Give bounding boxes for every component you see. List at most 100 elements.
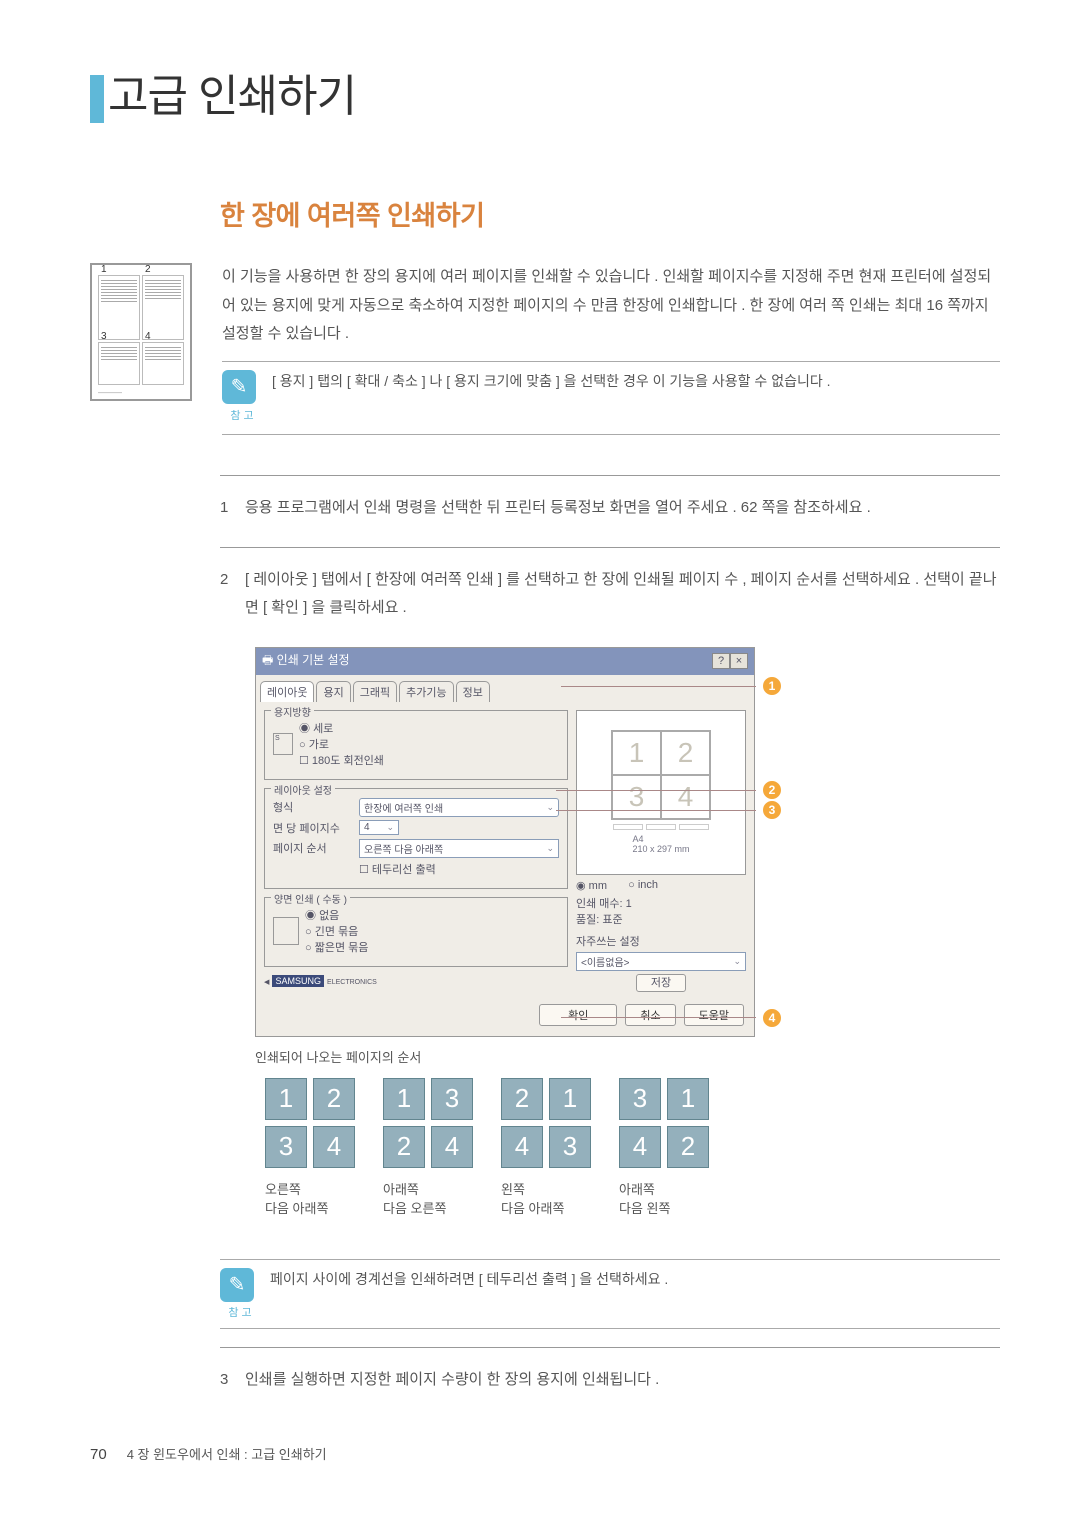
border-checkbox[interactable]: 테두리선 출력	[359, 861, 436, 877]
note-text: 페이지 사이에 경계선을 인쇄하려면 [ 테두리선 출력 ] 을 선택하세요 .	[260, 1268, 668, 1320]
step-number: 2	[220, 566, 245, 623]
thumb-cell-num: 1	[101, 264, 107, 275]
favorites-label: 자주쓰는 설정	[576, 933, 746, 949]
intro-paragraph: 이 기능을 사용하면 한 장의 용지에 여러 페이지를 인쇄할 수 있습니다 .…	[222, 263, 1000, 349]
step-text: 응용 프로그램에서 인쇄 명령을 선택한 뒤 프린터 등록정보 화면을 열어 주…	[245, 494, 871, 523]
callout-3: 3	[762, 800, 782, 820]
dialog-title: 인쇄 기본 설정	[277, 653, 350, 667]
portrait-radio[interactable]: 세로	[299, 720, 384, 736]
chevron-down-icon: ⌄	[546, 843, 554, 854]
chevron-down-icon: ⌄	[386, 822, 394, 833]
group-title: 양면 인쇄 ( 수동 )	[271, 891, 350, 906]
tab-layout[interactable]: 레이아웃	[260, 681, 314, 702]
orientation-group: 용지방향 S 세로 가로 180도 회전인쇄	[264, 710, 568, 780]
thumb-cell-num: 3	[101, 331, 107, 342]
preview-pane: 1 2 3 4 A4210 x 297 mm	[576, 710, 746, 875]
rotate180-checkbox[interactable]: 180도 회전인쇄	[299, 752, 384, 768]
order-cell: 2	[383, 1126, 425, 1168]
print-dialog-screenshot: 🖶 인쇄 기본 설정 ? × 레이아웃 용지 그래픽 추가기능 정보 용지방향 …	[255, 647, 755, 1037]
section-title: 한 장에 여러쪽 인쇄하기	[220, 194, 1000, 233]
tab-info[interactable]: 정보	[456, 681, 490, 702]
duplex-long-radio[interactable]: 긴면 묶음	[305, 923, 368, 939]
tab-graphic[interactable]: 그래픽	[353, 681, 397, 702]
step-2: 2 [ 레이아웃 ] 탭에서 [ 한장에 여러쪽 인쇄 ] 를 선택하고 한 장…	[220, 547, 1000, 623]
step-number: 3	[220, 1366, 245, 1395]
layout-settings-group: 레이아웃 설정 형식 한장에 여러쪽 인쇄⌄ 면 당 페이지수 4⌄ 페이지 순…	[264, 788, 568, 889]
order-cell: 4	[431, 1126, 473, 1168]
quality-label: 품질: 표준	[576, 911, 746, 927]
chevron-down-icon: ⌄	[546, 802, 554, 813]
duplex-none-radio[interactable]: 없음	[305, 907, 368, 923]
order-caption: 인쇄되어 나오는 페이지의 순서	[255, 1047, 1000, 1066]
orientation-icon: S	[273, 733, 293, 755]
pages-label: 면 당 페이지수	[273, 820, 353, 836]
note-label: 참 고	[222, 406, 262, 427]
order-cell: 3	[619, 1078, 661, 1120]
preview-page: 4	[661, 775, 710, 819]
note-box: ✎ 참 고 [ 용지 ] 탭의 [ 확대 / 축소 ] 나 [ 용지 크기에 맞…	[222, 361, 1000, 436]
unit-mm-radio[interactable]: mm	[576, 879, 607, 892]
favorites-select[interactable]: <이름없음>⌄	[576, 952, 746, 971]
brand-logo-sub: ELECTRONICS	[327, 979, 377, 986]
tabs-row: 레이아웃 용지 그래픽 추가기능 정보	[256, 675, 754, 702]
group-title: 레이아웃 설정	[271, 782, 335, 797]
help-button[interactable]: ?	[712, 653, 730, 669]
thumb-cell-num: 4	[145, 331, 151, 342]
page-number: 70	[90, 1446, 107, 1463]
page-footer: 70 4 장 윈도우에서 인쇄 : 고급 인쇄하기	[90, 1444, 1000, 1463]
ok-button[interactable]: 확인	[539, 1004, 617, 1026]
note-icon: ✎	[222, 370, 256, 404]
order-cell: 4	[501, 1126, 543, 1168]
footer-text: 4 장 윈도우에서 인쇄 : 고급 인쇄하기	[127, 1444, 327, 1463]
type-select[interactable]: 한장에 여러쪽 인쇄⌄	[359, 798, 559, 817]
pages-select[interactable]: 4⌄	[359, 820, 399, 835]
order-cell: 2	[501, 1078, 543, 1120]
order-select[interactable]: 오른쪽 다음 아래쪽⌄	[359, 839, 559, 858]
printer-icon: 🖶	[262, 653, 277, 667]
step-text: 인쇄를 실행하면 지정한 페이지 수량이 한 장의 용지에 인쇄됩니다 .	[245, 1366, 659, 1395]
order-cell: 1	[265, 1078, 307, 1120]
tab-paper[interactable]: 용지	[316, 681, 350, 702]
cancel-button[interactable]: 취소	[625, 1004, 675, 1026]
order-item: 1 3 2 4 아래쪽다음 오른쪽	[383, 1078, 473, 1219]
note-label: 참 고	[220, 1304, 260, 1320]
step-text: [ 레이아웃 ] 탭에서 [ 한장에 여러쪽 인쇄 ] 를 선택하고 한 장에 …	[245, 566, 1000, 623]
unit-inch-radio[interactable]: inch	[628, 879, 658, 891]
preview-page: 1	[612, 731, 661, 775]
dialog-titlebar: 🖶 인쇄 기본 설정 ? ×	[256, 648, 754, 675]
order-item: 1 2 3 4 오른쪽다음 아래쪽	[265, 1078, 355, 1219]
title-accent-bar	[90, 75, 104, 123]
thumbnail-4up: 1 2 3 4 ———	[90, 263, 192, 401]
callout-4: 4	[762, 1008, 782, 1028]
preview-page: 2	[661, 731, 710, 775]
landscape-radio[interactable]: 가로	[299, 736, 384, 752]
tab-extra[interactable]: 추가기능	[399, 681, 453, 702]
thumb-brand: ———	[98, 388, 122, 397]
callout-2: 2	[762, 780, 782, 800]
note-text: [ 용지 ] 탭의 [ 확대 / 축소 ] 나 [ 용지 크기에 맞춤 ] 을 …	[262, 370, 831, 427]
note-icon: ✎	[220, 1268, 254, 1302]
thumb-cell-num: 2	[145, 264, 151, 275]
order-cell: 2	[667, 1126, 709, 1168]
order-cell: 4	[619, 1126, 661, 1168]
order-cell: 1	[667, 1078, 709, 1120]
order-cell: 1	[549, 1078, 591, 1120]
help-button2[interactable]: 도움말	[684, 1004, 744, 1026]
note-box-2: ✎ 참 고 페이지 사이에 경계선을 인쇄하려면 [ 테두리선 출력 ] 을 선…	[220, 1259, 1000, 1329]
close-button[interactable]: ×	[730, 653, 748, 669]
save-button[interactable]: 저장	[636, 974, 686, 992]
order-cell: 1	[383, 1078, 425, 1120]
order-cell: 3	[549, 1126, 591, 1168]
chevron-down-icon: ⌄	[733, 956, 741, 967]
duplex-group: 양면 인쇄 ( 수동 ) 없음 긴면 묶음 짧은면 묶음	[264, 897, 568, 967]
order-cell: 2	[313, 1078, 355, 1120]
duplex-short-radio[interactable]: 짧은면 묶음	[305, 939, 368, 955]
main-title-text: 고급 인쇄하기	[108, 72, 356, 121]
step-1: 1 응용 프로그램에서 인쇄 명령을 선택한 뒤 프린터 등록정보 화면을 열어…	[220, 475, 1000, 523]
page-order-diagrams: 1 2 3 4 오른쪽다음 아래쪽 1 3 2 4 아래쪽다음 오른쪽 2 1 …	[265, 1078, 1000, 1219]
order-cell: 4	[313, 1126, 355, 1168]
callout-1: 1	[762, 676, 782, 696]
order-item: 3 1 4 2 아래쪽다음 왼쪽	[619, 1078, 709, 1219]
order-cell: 3	[265, 1126, 307, 1168]
preview-size: A4210 x 297 mm	[632, 834, 689, 854]
